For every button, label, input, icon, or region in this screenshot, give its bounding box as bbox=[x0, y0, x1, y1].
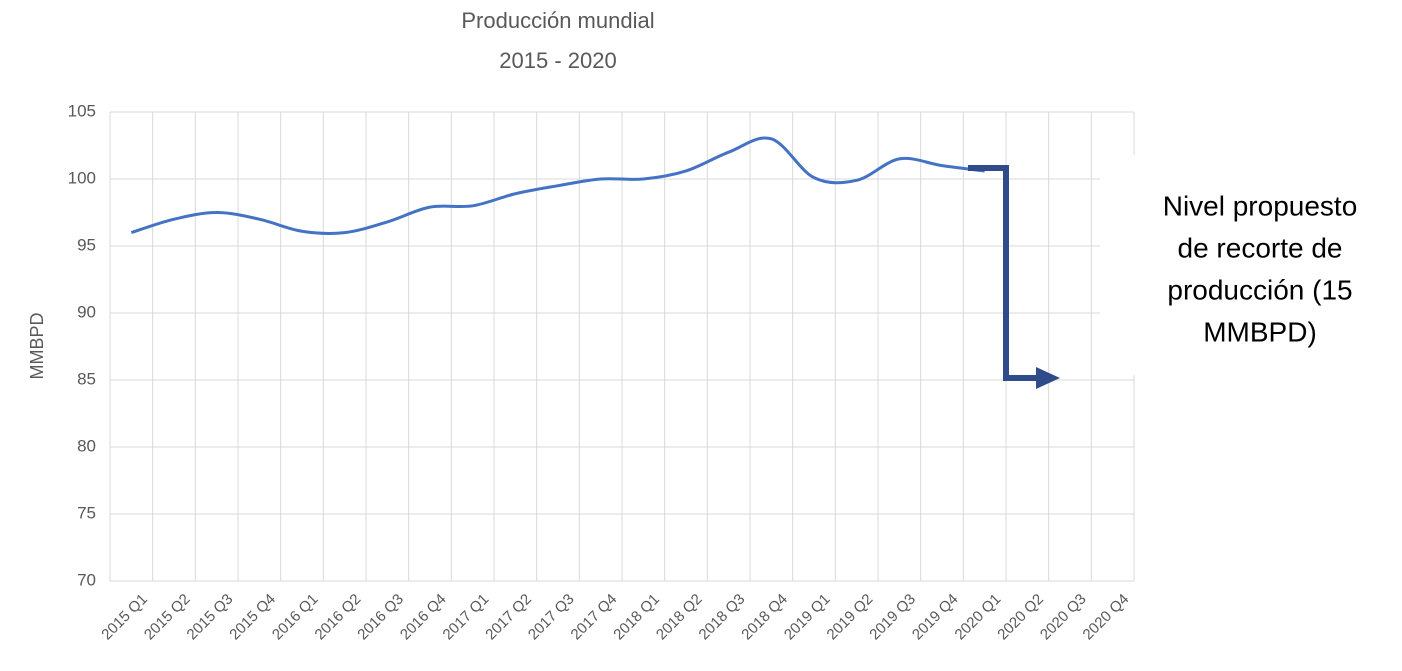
annotation-text: de recorte de bbox=[1178, 232, 1343, 263]
y-tick-label: 95 bbox=[77, 235, 96, 254]
x-tick-label: 2020 Q2 bbox=[994, 591, 1047, 644]
x-tick-label: 2019 Q4 bbox=[909, 591, 962, 644]
y-tick-label: 70 bbox=[77, 570, 96, 589]
annotation-text: Nivel propuesto bbox=[1163, 190, 1358, 221]
chart-title: Producción mundial bbox=[461, 8, 654, 33]
x-tick-label: 2018 Q2 bbox=[653, 591, 706, 644]
x-tick-label: 2019 Q1 bbox=[781, 591, 834, 644]
arrow-head bbox=[1036, 367, 1060, 389]
y-tick-label: 90 bbox=[77, 302, 96, 321]
x-tick-label: 2016 Q2 bbox=[312, 591, 365, 644]
x-tick-label: 2018 Q3 bbox=[696, 591, 749, 644]
y-tick-label: 100 bbox=[68, 168, 96, 187]
annotation-text: MMBPD) bbox=[1203, 316, 1317, 347]
x-tick-label: 2018 Q4 bbox=[738, 591, 791, 644]
x-tick-label: 2016 Q1 bbox=[269, 591, 322, 644]
x-tick-label: 2020 Q4 bbox=[1080, 591, 1133, 644]
annotation-text: producción (15 bbox=[1167, 274, 1352, 305]
y-tick-label: 75 bbox=[77, 503, 96, 522]
x-tick-label: 2016 Q3 bbox=[354, 591, 407, 644]
x-tick-label: 2018 Q1 bbox=[610, 591, 663, 644]
chart-subtitle: 2015 - 2020 bbox=[499, 48, 616, 73]
x-tick-label: 2017 Q2 bbox=[482, 591, 535, 644]
data-line bbox=[130, 136, 985, 235]
x-tick-label: 2020 Q1 bbox=[952, 591, 1005, 644]
x-tick-label: 2016 Q4 bbox=[397, 591, 450, 644]
x-tick-label: 2015 Q1 bbox=[98, 591, 151, 644]
x-tick-label: 2019 Q2 bbox=[824, 591, 877, 644]
annotation-arrow bbox=[968, 165, 1040, 381]
x-tick-label: 2020 Q3 bbox=[1037, 591, 1090, 644]
x-tick-label: 2015 Q4 bbox=[226, 591, 279, 644]
x-tick-label: 2015 Q3 bbox=[184, 591, 237, 644]
x-tick-label: 2017 Q4 bbox=[568, 591, 621, 644]
y-tick-label: 85 bbox=[77, 369, 96, 388]
y-tick-label: 80 bbox=[77, 436, 96, 455]
y-tick-label: 105 bbox=[68, 101, 96, 120]
x-tick-label: 2015 Q2 bbox=[141, 591, 194, 644]
annotation-box bbox=[1100, 155, 1402, 375]
x-tick-label: 2017 Q3 bbox=[525, 591, 578, 644]
y-axis-label: MMBPD bbox=[27, 313, 47, 380]
x-tick-label: 2019 Q3 bbox=[866, 591, 919, 644]
x-tick-label: 2017 Q1 bbox=[440, 591, 493, 644]
